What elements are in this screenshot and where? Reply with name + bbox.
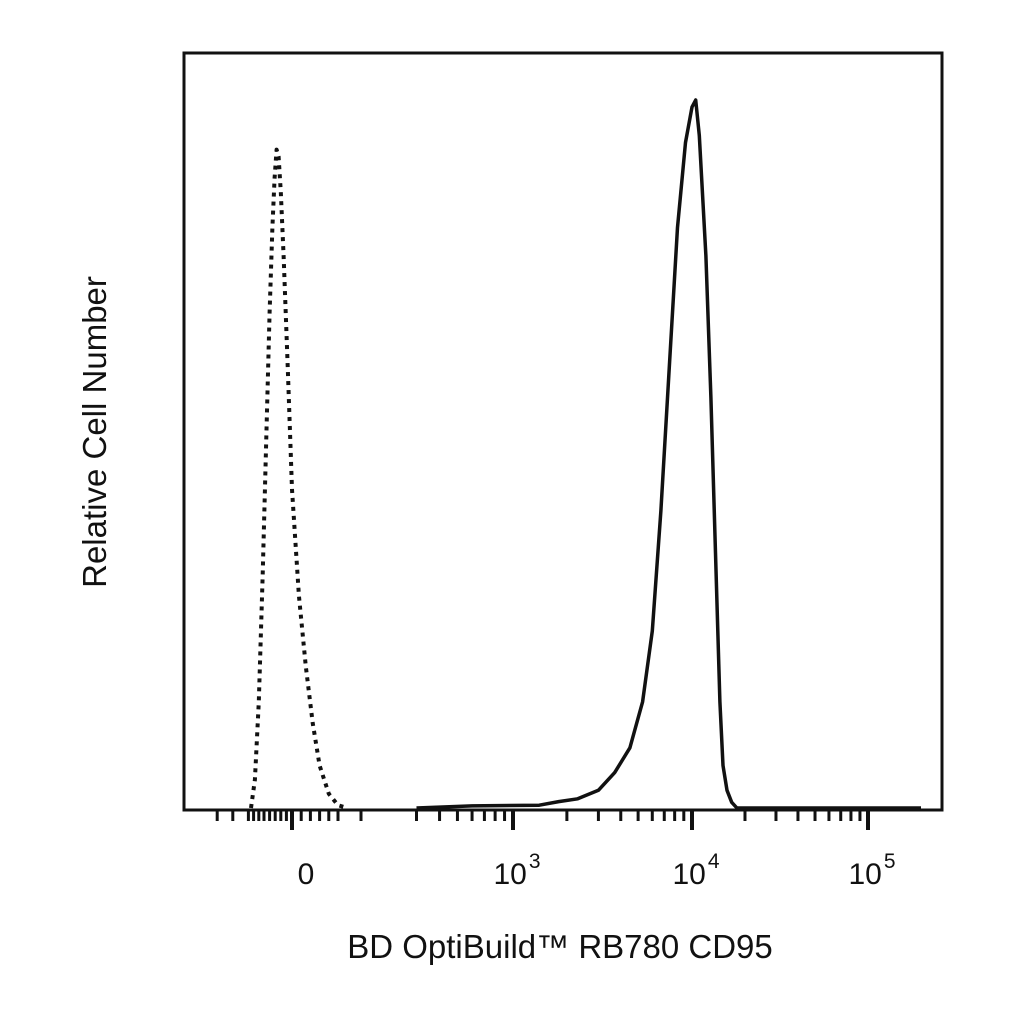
x-tick-label: 0 [298,858,315,891]
x-tick-label: 105 [848,850,895,891]
x-axis-title: BD OptiBuild™ RB780 CD95 [347,928,773,965]
x-axis-major-ticks [290,810,870,830]
x-tick-label: 104 [672,850,719,891]
series-solid-curve [416,98,921,810]
x-tick-label: 103 [493,850,540,891]
series-dotted-curve [249,147,348,810]
x-axis-minor-ticks [215,810,862,821]
series-layer [249,98,921,810]
y-axis-title: Relative Cell Number [76,276,113,588]
plot-frame [182,51,944,812]
x-axis-tick-labels: 0 103 104 105 [298,850,896,891]
